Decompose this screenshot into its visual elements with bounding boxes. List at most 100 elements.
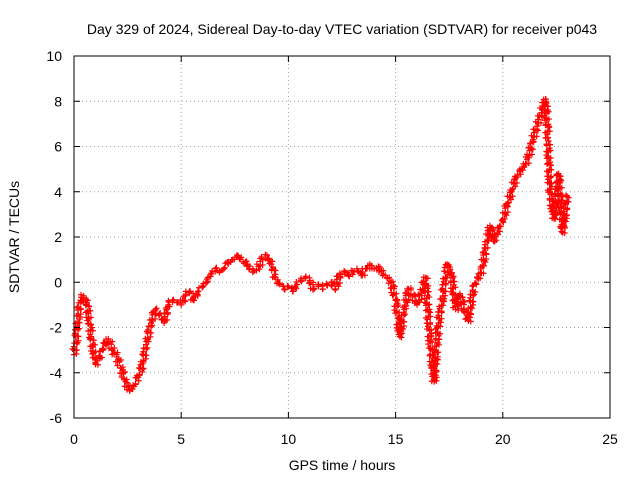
data-point-interp — [398, 312, 405, 319]
data-point-interp — [423, 320, 430, 327]
data-point-interp — [479, 262, 486, 269]
data-point-interp — [328, 283, 335, 290]
data-point-interp — [310, 285, 317, 292]
y-tick-label: 8 — [54, 93, 62, 109]
data-point-interp — [430, 355, 437, 362]
data-point-interp — [553, 171, 560, 178]
data-point-interp — [451, 278, 458, 285]
x-tick-label: 0 — [70, 431, 78, 447]
data-point-interp — [202, 279, 209, 286]
data-point-interp — [432, 360, 439, 367]
data-point-interp — [537, 119, 544, 126]
data-point-interp — [438, 302, 445, 309]
data-point-interp — [319, 286, 326, 293]
data-point-interp — [195, 288, 202, 295]
data-point-interp — [170, 296, 177, 303]
data-point-interp — [449, 291, 456, 298]
data-point-interp — [199, 284, 206, 291]
data-point-interp — [146, 316, 153, 323]
data-point-interp — [309, 281, 316, 288]
data-point-interp — [423, 302, 430, 309]
data-point-interp — [89, 327, 96, 334]
data-point-interp — [281, 286, 288, 293]
data-point-interp — [207, 271, 214, 278]
data-point-interp — [125, 383, 132, 390]
chart-title: Day 329 of 2024, Sidereal Day-to-day VTE… — [87, 21, 597, 37]
data-point-interp — [85, 321, 92, 328]
data-point-interp — [499, 216, 506, 223]
data-point-interp — [411, 293, 418, 300]
data-point-interp — [140, 358, 147, 365]
data-point-interp — [75, 333, 82, 340]
data-point-interp — [179, 297, 186, 304]
data-point-interp — [455, 307, 462, 314]
data-point-interp — [401, 303, 408, 310]
data-point-interp — [557, 179, 564, 186]
data-point-interp — [527, 140, 534, 147]
data-point-interp — [423, 275, 430, 282]
data-point-interp — [496, 228, 503, 235]
y-tick-label: -2 — [50, 320, 63, 336]
data-point — [529, 136, 536, 143]
data-point-interp — [425, 288, 432, 295]
data-point-interp — [496, 223, 503, 230]
data-point-interp — [151, 315, 158, 322]
data-point-interp — [545, 189, 552, 196]
data-point-interp — [504, 200, 511, 207]
data-point-interp — [544, 161, 551, 168]
data-point-interp — [528, 132, 535, 139]
data-point-interp — [266, 260, 273, 267]
data-point-interp — [395, 302, 402, 309]
data-point-interp — [483, 251, 490, 258]
data-point-interp — [401, 318, 408, 325]
y-tick-label: 4 — [54, 184, 62, 200]
x-tick-label: 15 — [388, 431, 404, 447]
data-point-interp — [110, 350, 117, 357]
data-point-interp — [437, 319, 444, 326]
data-point-interp — [546, 180, 553, 187]
data-point-interp — [545, 137, 552, 144]
data-point-interp — [531, 129, 538, 136]
data-point-interp — [447, 266, 454, 273]
data-point-interp — [74, 303, 81, 310]
data-point-interp — [517, 171, 524, 178]
data-point-interp — [249, 266, 256, 273]
data-point-interp — [77, 306, 84, 313]
data-point — [285, 283, 292, 290]
data-point-interp — [268, 266, 275, 273]
data-point-interp — [545, 169, 552, 176]
data-point-interp — [542, 134, 549, 141]
data-point-interp — [422, 299, 429, 306]
data-point-interp — [543, 155, 550, 162]
data-point-interp — [265, 256, 272, 263]
data-point-interp — [397, 317, 404, 324]
data-point-interp — [100, 346, 107, 353]
data-point-interp — [87, 335, 94, 342]
data-point-interp — [140, 345, 147, 352]
data-point-interp — [186, 288, 193, 295]
data-point-interp — [385, 280, 392, 287]
data-point-interp — [434, 349, 441, 356]
x-tick-label: 25 — [602, 431, 618, 447]
data-point-interp — [508, 179, 515, 186]
y-tick-label: -4 — [50, 365, 63, 381]
data-point-interp — [96, 352, 103, 359]
data-point-interp — [543, 121, 550, 128]
data-point-interp — [442, 275, 449, 282]
data-point-interp — [435, 309, 442, 316]
data-point-interp — [346, 273, 353, 280]
data-point-interp — [494, 231, 501, 238]
data-point-interp — [546, 128, 553, 135]
data-point-interp — [164, 316, 171, 323]
x-tick-label: 10 — [281, 431, 297, 447]
data-point-interp — [563, 206, 570, 213]
data-point — [345, 272, 352, 279]
data-point-interp — [99, 345, 106, 352]
data-point-interp — [564, 198, 571, 205]
data-layer — [69, 95, 572, 394]
data-point — [564, 193, 571, 200]
data-point-interp — [275, 280, 282, 287]
data-point-interp — [449, 274, 456, 281]
